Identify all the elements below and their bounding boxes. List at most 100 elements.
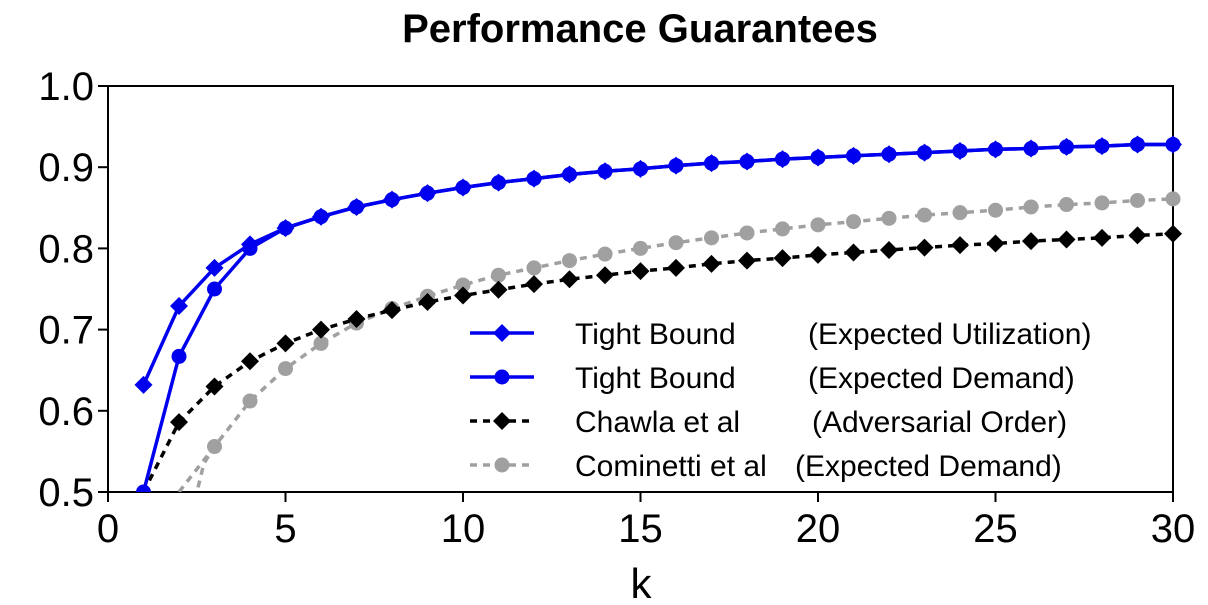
data-point xyxy=(667,156,685,175)
data-point xyxy=(347,310,366,329)
legend-description: (Expected Utilization) xyxy=(808,318,1091,351)
data-point xyxy=(880,241,898,260)
data-point xyxy=(881,210,897,226)
x-tick-label: 30 xyxy=(1151,507,1196,551)
data-point xyxy=(915,238,934,257)
data-point xyxy=(738,152,756,171)
y-tick-label: 0.8 xyxy=(38,227,94,271)
data-point xyxy=(562,253,577,269)
data-point xyxy=(489,173,508,192)
data-point xyxy=(702,154,721,173)
data-point xyxy=(739,225,755,241)
data-point xyxy=(597,246,613,262)
data-point xyxy=(1164,135,1182,154)
data-point xyxy=(383,190,401,209)
data-point xyxy=(773,249,792,268)
x-tick-label: 15 xyxy=(618,507,663,551)
data-point xyxy=(1023,199,1039,215)
data-point xyxy=(1093,137,1111,156)
data-point xyxy=(810,217,826,233)
data-point xyxy=(702,254,721,273)
data-point xyxy=(207,281,222,297)
data-point xyxy=(418,292,437,311)
data-point xyxy=(596,162,614,181)
data-point xyxy=(525,275,543,294)
data-point xyxy=(1093,228,1111,247)
x-tick-label: 10 xyxy=(441,507,486,551)
data-point xyxy=(170,413,188,432)
data-point xyxy=(951,141,969,160)
data-point xyxy=(917,207,932,223)
data-point xyxy=(171,348,187,364)
data-point xyxy=(667,258,685,277)
y-tick-label: 0.5 xyxy=(38,471,94,515)
data-point xyxy=(560,270,579,289)
y-tick-label: 0.9 xyxy=(38,146,94,190)
data-point xyxy=(489,280,508,299)
data-point xyxy=(596,266,614,285)
data-point xyxy=(205,377,224,396)
data-point xyxy=(207,439,222,455)
legend-description: (Adversarial Order) xyxy=(812,406,1067,439)
data-point xyxy=(134,375,153,394)
data-point xyxy=(986,140,1005,159)
data-point xyxy=(276,334,295,353)
legend-label: Chawla et al xyxy=(575,406,740,439)
x-tick-label: 0 xyxy=(97,507,119,551)
data-point xyxy=(136,484,151,492)
data-point xyxy=(278,361,293,377)
data-point xyxy=(1164,224,1182,243)
legend-description: (Expected Demand) xyxy=(808,362,1075,395)
series-group xyxy=(134,135,1182,492)
data-point xyxy=(915,143,934,162)
data-point xyxy=(383,301,401,320)
data-point xyxy=(844,146,863,165)
legend-swatch-marker xyxy=(494,369,510,385)
data-point xyxy=(633,240,648,256)
data-point xyxy=(668,235,684,251)
data-point xyxy=(241,352,259,371)
legend-label: Tight Bound xyxy=(575,318,736,351)
data-point xyxy=(704,230,719,246)
data-point xyxy=(454,286,472,305)
x-tick-label: 20 xyxy=(796,507,841,551)
data-point xyxy=(1057,230,1076,249)
data-point xyxy=(491,267,506,283)
data-point xyxy=(951,236,969,255)
data-point xyxy=(455,277,471,293)
legend-swatch-marker xyxy=(493,412,511,430)
data-point xyxy=(809,245,827,264)
data-point xyxy=(809,148,827,167)
data-point xyxy=(773,150,792,169)
data-point xyxy=(1022,139,1040,158)
data-point xyxy=(988,202,1003,218)
data-point xyxy=(1130,192,1145,208)
chart-title: Performance Guarantees xyxy=(402,7,878,51)
data-point xyxy=(525,169,543,188)
data-point xyxy=(1128,135,1147,154)
legend: Tight Bound (Expected Utilization) Tight B… xyxy=(470,318,1091,483)
plot-area: 0.5 0.6 0.7 0.8 0.9 1.0 0 5 10 15 20 25 30 xyxy=(38,65,1195,551)
x-tick-label: 25 xyxy=(973,507,1018,551)
y-tick-label: 0.6 xyxy=(38,390,94,434)
data-point xyxy=(1057,137,1076,156)
data-point xyxy=(631,262,650,281)
data-point xyxy=(170,297,188,316)
data-point xyxy=(846,214,861,230)
data-point xyxy=(631,159,650,178)
legend-swatch-marker xyxy=(494,457,510,473)
data-point xyxy=(560,165,579,184)
data-point xyxy=(775,221,790,237)
legend-label: Cominetti et al xyxy=(575,450,767,483)
data-point xyxy=(1022,232,1040,251)
data-point xyxy=(986,234,1005,253)
data-point xyxy=(418,184,437,203)
data-point xyxy=(880,145,898,164)
data-point xyxy=(312,207,330,226)
x-tick-label: 5 xyxy=(274,507,296,551)
data-point xyxy=(738,251,756,270)
data-point xyxy=(1128,226,1147,245)
data-point xyxy=(1094,195,1110,211)
legend-description: (Expected Demand) xyxy=(795,450,1062,483)
